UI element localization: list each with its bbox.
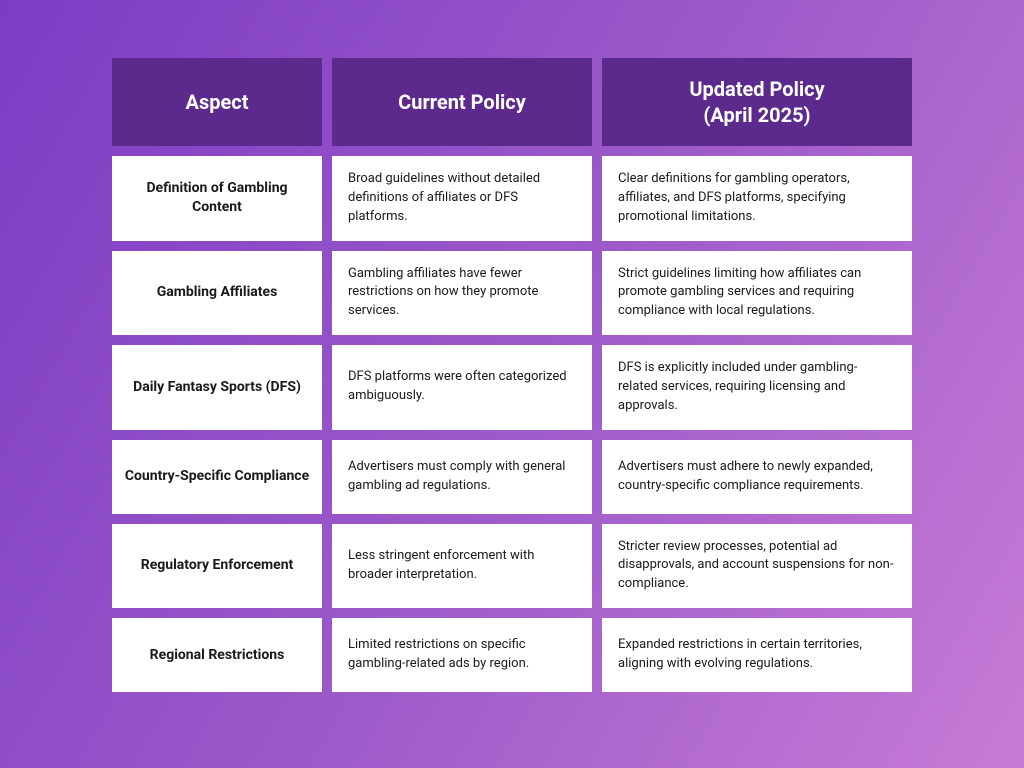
table-row-updated: Strict guidelines limiting how affiliate… <box>602 251 912 336</box>
table-row-aspect: Regional Restrictions <box>112 618 322 692</box>
table-row-updated: Clear definitions for gambling operators… <box>602 156 912 241</box>
table-row-current: Advertisers must comply with general gam… <box>332 440 592 514</box>
policy-comparison-table: Aspect Current Policy Updated Policy(Apr… <box>110 58 914 692</box>
table-row-updated: Stricter review processes, potential ad … <box>602 524 912 609</box>
table-row-current: DFS platforms were often categorized amb… <box>332 345 592 430</box>
table-row-aspect: Gambling Affiliates <box>112 251 322 336</box>
table-row-aspect: Regulatory Enforcement <box>112 524 322 609</box>
column-header-updated: Updated Policy(April 2025) <box>602 58 912 146</box>
table-row-updated: Expanded restrictions in certain territo… <box>602 618 912 692</box>
table-row-updated: Advertisers must adhere to newly expande… <box>602 440 912 514</box>
column-header-current: Current Policy <box>332 58 592 146</box>
table-row-aspect: Definition of Gambling Content <box>112 156 322 241</box>
column-header-aspect: Aspect <box>112 58 322 146</box>
table-row-current: Broad guidelines without detailed defini… <box>332 156 592 241</box>
table-row-current: Gambling affiliates have fewer restricti… <box>332 251 592 336</box>
table-row-updated: DFS is explicitly included under gamblin… <box>602 345 912 430</box>
table-row-aspect: Country-Specific Compliance <box>112 440 322 514</box>
table-row-current: Limited restrictions on specific gamblin… <box>332 618 592 692</box>
table-row-aspect: Daily Fantasy Sports (DFS) <box>112 345 322 430</box>
table-row-current: Less stringent enforcement with broader … <box>332 524 592 609</box>
